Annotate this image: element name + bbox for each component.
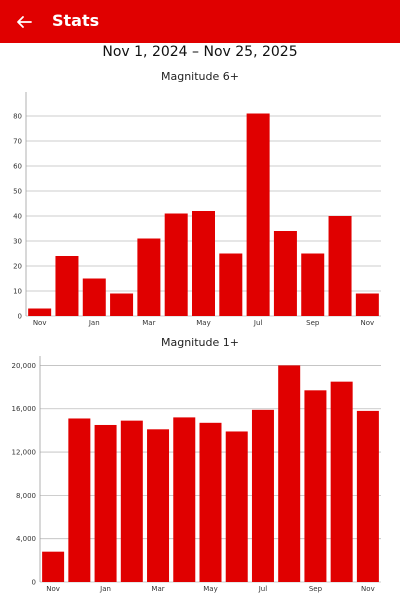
bar	[225, 431, 248, 582]
bar-chart-magnitude-1: 0 4,000 8,000 12,000 16,000 20,000 Nov Jan Mar Ma…	[12, 356, 381, 593]
bar	[94, 424, 117, 582]
app-bar: Stats	[0, 0, 400, 43]
bar	[42, 551, 65, 582]
back-button[interactable]	[12, 10, 36, 34]
y-tick-label: 10	[13, 288, 22, 296]
bar	[246, 113, 270, 316]
bar	[147, 429, 170, 582]
bar	[137, 238, 161, 316]
bar	[68, 418, 91, 582]
x-tick-label: Nov	[33, 319, 47, 327]
y-tick-label: 0	[32, 579, 36, 587]
x-tick-label: Jan	[99, 585, 111, 593]
x-tick-label: May	[203, 585, 217, 593]
bar	[82, 278, 106, 316]
y-tick-label: 8,000	[16, 492, 36, 500]
y-tick-label: 20,000	[12, 362, 37, 370]
y-tick-label: 40	[13, 213, 22, 221]
x-tick-label: Nov	[361, 319, 375, 327]
y-tick-label: 80	[13, 113, 22, 121]
x-tick-label: Mar	[151, 585, 164, 593]
bar	[173, 417, 196, 582]
bar	[278, 365, 301, 582]
date-range: Nov 1, 2024 – Nov 25, 2025	[102, 44, 298, 60]
bar	[251, 409, 274, 582]
bar	[219, 253, 243, 316]
x-tick-label: Jan	[88, 319, 100, 327]
chart-title-magnitude-6: Magnitude 6+	[161, 70, 239, 83]
x-tick-label: Jul	[258, 585, 268, 593]
bar	[356, 410, 379, 582]
page-title: Stats	[52, 11, 100, 30]
y-tick-label: 30	[13, 238, 22, 246]
y-tick-label: 60	[13, 163, 22, 171]
bar	[199, 422, 222, 582]
y-tick-label: 12,000	[12, 449, 37, 457]
x-tick-label: May	[196, 319, 210, 327]
y-tick-label: 0	[18, 313, 22, 321]
x-tick-label: Nov	[46, 585, 60, 593]
bar	[55, 256, 79, 316]
x-tick-label: Jul	[253, 319, 263, 327]
y-tick-label: 16,000	[12, 405, 37, 413]
bar	[192, 211, 215, 316]
bar	[301, 253, 325, 316]
bar	[110, 293, 134, 316]
x-tick-label: Sep	[309, 585, 323, 593]
y-tick-label: 20	[13, 263, 22, 271]
bar	[304, 390, 327, 582]
bar-chart-magnitude-6: 0 10 20 30 40 50 60 70 80 Nov Jan Mar May Jul Sep Nov	[13, 92, 381, 327]
chart-title-magnitude-1: Magnitude 1+	[161, 336, 239, 349]
x-tick-label: Nov	[361, 585, 375, 593]
bar	[164, 213, 188, 316]
y-tick-label: 70	[13, 138, 22, 146]
bar	[355, 293, 379, 316]
x-tick-label: Sep	[306, 319, 320, 327]
y-tick-label: 50	[13, 188, 22, 196]
x-tick-label: Mar	[142, 319, 155, 327]
bar	[273, 231, 297, 316]
arrow-left-icon	[17, 16, 32, 28]
bar	[28, 308, 52, 316]
bar	[120, 420, 143, 582]
bar	[330, 381, 353, 582]
bar	[328, 216, 352, 316]
y-tick-label: 4,000	[16, 535, 36, 543]
